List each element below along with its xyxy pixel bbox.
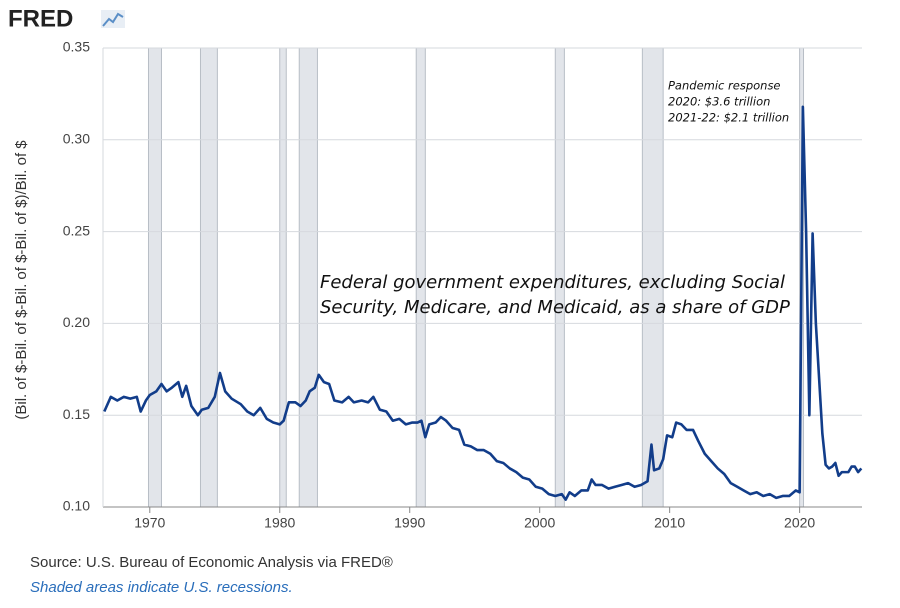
pandemic-note: 2021-22: $2.1 trillion [668, 111, 789, 125]
recession-band [199, 47, 218, 508]
annotation: Security, Medicare, and Medicaid, as a s… [320, 297, 790, 318]
logo-icon [101, 10, 125, 28]
logo: FRED [8, 5, 73, 32]
y-tick-label: 0.15 [63, 406, 90, 422]
annotation: Federal government expenditures, excludi… [320, 272, 785, 293]
recession-band [147, 47, 162, 508]
source: Source: U.S. Bureau of Economic Analysis… [30, 554, 393, 571]
y-tick-label: 0.20 [63, 314, 90, 330]
y-tick-label: 0.10 [63, 498, 90, 514]
pandemic-note: Pandemic response [668, 79, 781, 93]
y-axis-label: (Bil. of $-Bil. of $-Bil. of $-Bil. of $… [13, 140, 30, 420]
plot-area: 0.10 0.15 0.20 0.25 0.30 0.35 1970 1980 1990 2000… [63, 39, 863, 531]
data-line [103, 105, 863, 501]
shade-note: Shaded areas indicate U.S. recessions. [30, 579, 293, 596]
recession-band [298, 47, 318, 508]
x-tick-label: 2000 [524, 515, 555, 531]
x-tick-label: 1980 [264, 515, 295, 531]
x-tick-label: 1990 [394, 515, 425, 531]
y-tick-label: 0.25 [63, 222, 90, 238]
y-tick-label: 0.30 [63, 131, 90, 147]
pandemic-note: 2020: $3.6 trillion [668, 95, 770, 109]
x-tick-label: 1970 [134, 515, 165, 531]
x-tick-label: 2010 [654, 515, 685, 531]
x-tick-label: 2020 [784, 515, 815, 531]
recession-band [279, 47, 287, 508]
y-tick-label: 0.35 [63, 39, 90, 55]
